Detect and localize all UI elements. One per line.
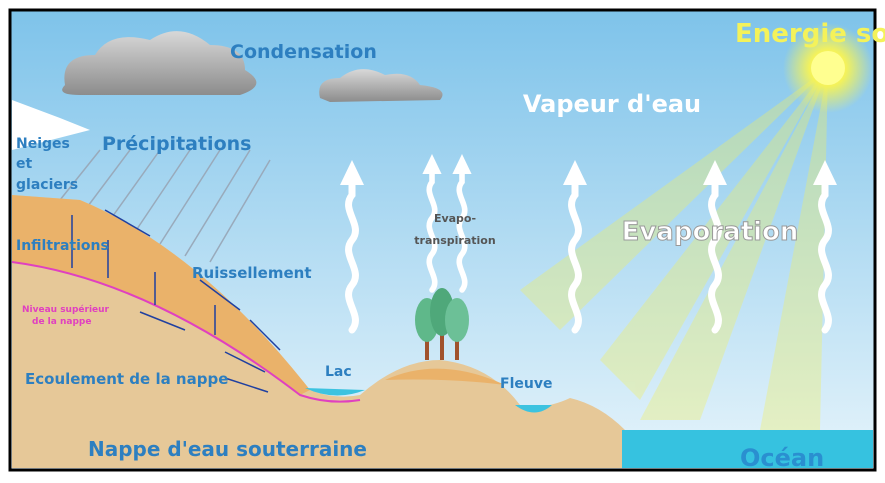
label: de la nappe	[32, 317, 91, 327]
label: Ecoulement de la nappe	[25, 370, 228, 388]
label: Evapo-	[434, 212, 476, 225]
label: et	[16, 156, 32, 172]
label: Niveau supérieur	[22, 304, 110, 315]
label: Nappe d'eau souterraine	[88, 437, 367, 461]
page: {"labels":{"solar_energy":"Energie solai…	[0, 0, 885, 479]
label: Energie solaire	[735, 19, 885, 49]
label: Ruissellement	[192, 264, 312, 282]
label: transpiration	[414, 234, 495, 247]
label: Précipitations	[102, 133, 251, 155]
label: Vapeur d'eau	[523, 90, 701, 118]
label: Evaporation	[622, 217, 799, 247]
label: Lac	[325, 364, 352, 380]
sun-core	[811, 51, 845, 85]
label: Condensation	[230, 41, 377, 63]
label: glaciers	[16, 177, 78, 193]
water-cycle-diagram: Energie solaire Condensation Vapeur d'ea…	[0, 0, 885, 479]
label: Fleuve	[500, 376, 552, 392]
label: Océan	[740, 444, 824, 472]
label: Infiltrations	[16, 238, 109, 254]
label: Neiges	[16, 136, 70, 152]
